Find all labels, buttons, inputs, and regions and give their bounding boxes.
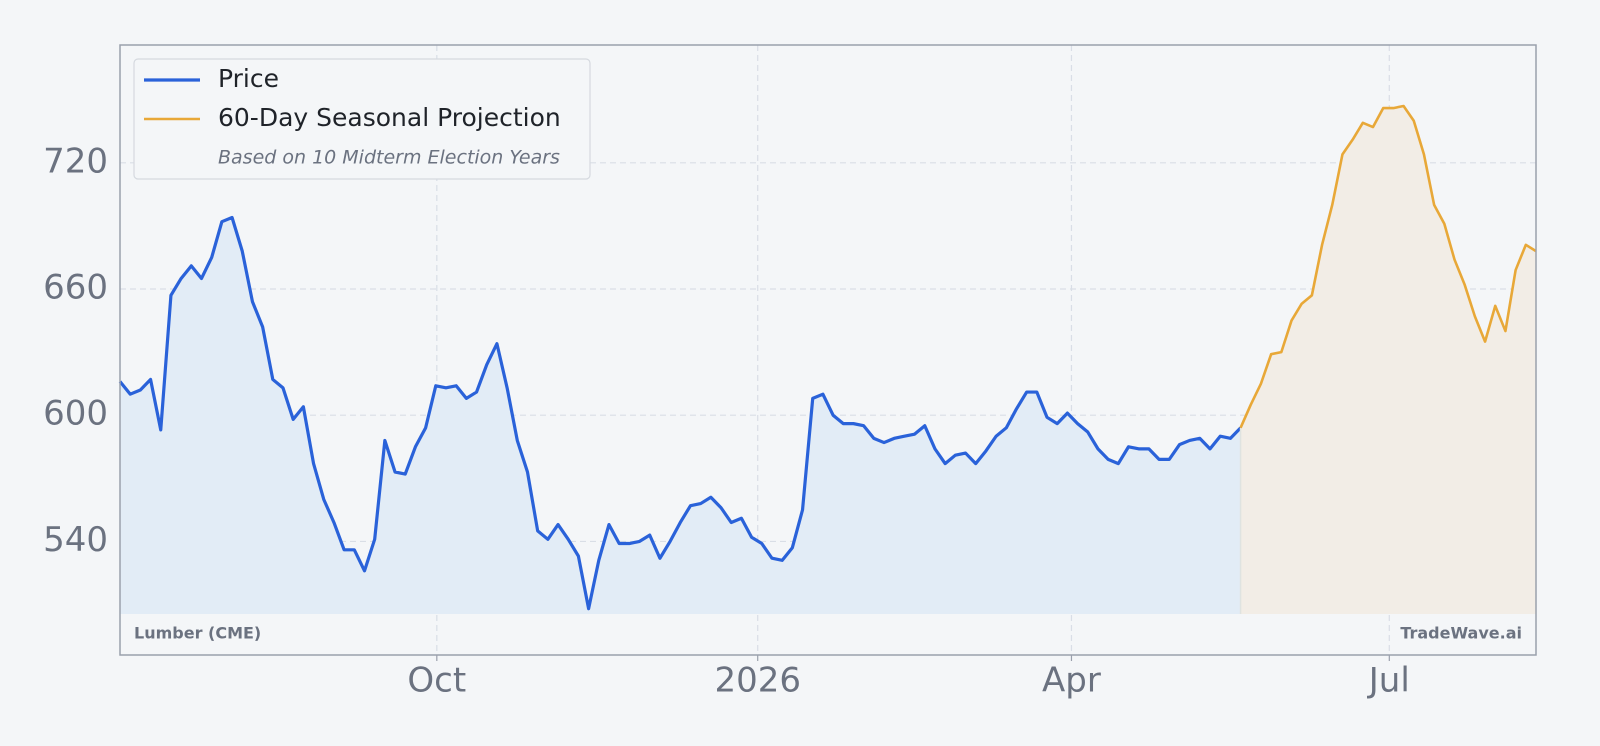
legend-label: Price — [218, 64, 279, 93]
y-tick-label: 720 — [43, 141, 108, 181]
legend-note: Based on 10 Midterm Election Years — [218, 147, 560, 169]
plot-border — [119, 44, 1537, 656]
legend-label: 60-Day Seasonal Projection — [218, 103, 561, 132]
line — [118, 215, 1242, 611]
x-tick-label: Jul — [1367, 661, 1410, 701]
legend-box — [133, 58, 591, 180]
x-tick-label: 2026 — [714, 661, 801, 701]
y-tick-label: 600 — [43, 394, 108, 434]
x-tick-label: Oct — [407, 661, 466, 701]
source-label: Lumber (CME) — [134, 624, 261, 643]
legend: Price 60-Day Seasonal Projection Based on … — [133, 58, 591, 180]
x-tick-label: Apr — [1042, 661, 1101, 701]
y-tick-label: 540 — [43, 520, 108, 560]
y-tick-label: 660 — [43, 268, 108, 308]
area — [1240, 106, 1536, 614]
area — [120, 217, 1241, 614]
line — [1239, 104, 1537, 429]
watermark: TradeWave.ai — [1400, 624, 1522, 643]
